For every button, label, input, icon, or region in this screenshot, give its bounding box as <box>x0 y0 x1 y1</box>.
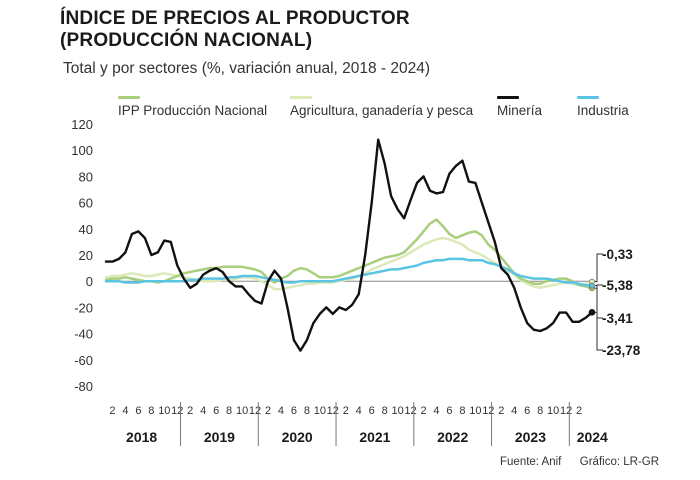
month-tick-label: 4 <box>200 405 206 417</box>
month-tick-label: 8 <box>459 405 465 417</box>
series-line-3 <box>104 257 594 287</box>
month-tick-label: 4 <box>433 405 439 417</box>
end-value-label: -0,33 <box>602 247 633 262</box>
y-tick-label: 80 <box>79 169 93 184</box>
month-tick-label: 2 <box>109 405 115 417</box>
series-line-2 <box>104 138 594 352</box>
month-tick-label: 12 <box>560 405 572 417</box>
month-tick-label: 10 <box>158 405 170 417</box>
month-tick-label: 6 <box>369 405 375 417</box>
month-tick-label: 8 <box>382 405 388 417</box>
month-tick-label: 6 <box>291 405 297 417</box>
month-tick-label: 6 <box>135 405 141 417</box>
y-tick-label: 20 <box>79 248 93 263</box>
y-tick-label: 60 <box>79 196 93 211</box>
end-label-leader <box>595 285 603 319</box>
month-tick-label: 12 <box>482 405 494 417</box>
year-label: 2019 <box>204 429 235 445</box>
month-tick-label: 2 <box>343 405 349 417</box>
month-tick-label: 8 <box>148 405 154 417</box>
footer: Fuente: Anif Gráfico: LR-GR <box>500 456 659 468</box>
legend-swatch-agricultura <box>290 96 312 99</box>
month-tick-label: 4 <box>122 405 128 417</box>
y-tick-label: -40 <box>74 327 93 342</box>
credit-note: Gráfico: LR-GR <box>579 456 660 468</box>
legend-label-industria: Industria <box>577 103 629 118</box>
y-tick-label: -60 <box>74 353 93 368</box>
title-line-1: ÍNDICE DE PRECIOS AL PRODUCTOR <box>60 8 410 29</box>
legend-swatch-industria <box>577 96 599 99</box>
month-tick-label: 10 <box>547 405 559 417</box>
chart-subtitle: Total y por sectores (%, variación anual… <box>63 60 431 77</box>
y-tick-label: -80 <box>74 379 93 394</box>
source-note: Fuente: Anif <box>500 456 562 468</box>
series-end-marker-2 <box>588 309 596 316</box>
y-tick-label: 120 <box>71 117 93 132</box>
month-tick-label: 10 <box>236 405 248 417</box>
month-tick-label: 4 <box>511 405 517 417</box>
legend-label-mineria: Minería <box>497 103 543 118</box>
month-tick-label: 12 <box>171 405 183 417</box>
y-tick-label: 0 <box>86 274 93 289</box>
series-end-marker-3 <box>589 282 595 289</box>
month-tick-label: 12 <box>327 405 339 417</box>
legend: IPP Producción Nacional Agricultura, gan… <box>0 92 700 122</box>
month-tick-label: 12 <box>249 405 261 417</box>
month-tick-label: 2 <box>420 405 426 417</box>
month-tick-label: 8 <box>226 405 232 417</box>
year-label: 2024 <box>577 429 608 445</box>
month-tick-label: 2 <box>187 405 193 417</box>
month-tick-label: 6 <box>524 405 530 417</box>
legend-swatch-ipp <box>118 96 140 99</box>
month-tick-label: 6 <box>446 405 452 417</box>
end-label-leader <box>595 253 603 283</box>
year-label: 2021 <box>359 429 390 445</box>
end-label-leader <box>595 311 603 351</box>
month-tick-label: 8 <box>304 405 310 417</box>
end-value-label: -5,38 <box>602 278 633 293</box>
legend-label-agricultura: Agricultura, ganadería y pesca <box>290 103 474 118</box>
legend-label-ipp: IPP Producción Nacional <box>118 103 268 118</box>
month-tick-label: 8 <box>537 405 543 417</box>
title-line-2: (PRODUCCIÓN NACIONAL) <box>60 30 313 51</box>
month-tick-label: 10 <box>469 405 481 417</box>
series-line-0 <box>104 218 594 290</box>
y-tick-label: 100 <box>71 143 93 158</box>
month-tick-label: 4 <box>356 405 362 417</box>
year-label: 2022 <box>437 429 468 445</box>
month-tick-label: 10 <box>314 405 326 417</box>
year-label: 2018 <box>126 429 157 445</box>
month-tick-label: 2 <box>498 405 504 417</box>
end-value-label: -3,41 <box>602 311 633 326</box>
month-tick-label: 2 <box>265 405 271 417</box>
month-tick-label: 2 <box>576 405 582 417</box>
chart-title: ÍNDICE DE PRECIOS AL PRODUCTOR (PRODUCCI… <box>60 8 410 52</box>
y-tick-label: -20 <box>74 300 93 315</box>
year-label: 2023 <box>515 429 546 445</box>
month-tick-label: 4 <box>278 405 284 417</box>
month-tick-label: 10 <box>391 405 403 417</box>
year-label: 2020 <box>282 429 313 445</box>
end-value-label: -23,78 <box>602 343 641 358</box>
month-tick-label: 12 <box>404 405 416 417</box>
y-tick-label: 40 <box>79 222 93 237</box>
month-tick-label: 6 <box>213 405 219 417</box>
legend-swatch-mineria <box>497 96 519 99</box>
